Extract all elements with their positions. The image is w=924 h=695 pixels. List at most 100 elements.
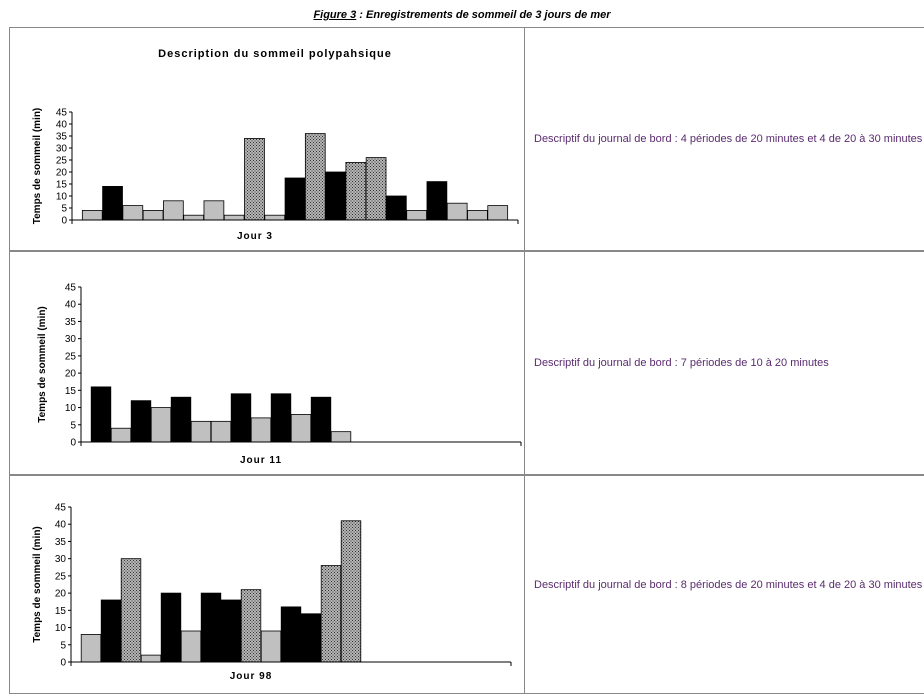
y-tick-label: 20 [55, 589, 67, 600]
description-jour-3: Descriptif du journal de bord : 4 périod… [534, 133, 923, 145]
chart-cell-jour-98: Temps de sommeil (min) 0 5 10 15 20 25 30 35 40 45… [9, 475, 525, 694]
y-tick-label: 0 [60, 658, 66, 669]
bar-14 [345, 161, 367, 221]
y-tick-label: 10 [65, 403, 77, 414]
bar-3 [120, 558, 142, 663]
y-tick-label: 25 [56, 156, 68, 167]
y-tick-label: 10 [56, 192, 68, 203]
bar-6 [190, 420, 212, 443]
y-axis-label: Temps de sommeil (min) [37, 306, 48, 423]
bar-2 [100, 599, 122, 663]
y-tick-label: 15 [56, 180, 68, 191]
y-tick-label: 5 [60, 640, 66, 651]
bar-11 [280, 606, 302, 663]
bar-13 [320, 565, 342, 663]
chart-jour-11: Temps de sommeil (min) 0 5 10 15 20 25 30 35 40 45… [37, 283, 522, 466]
bar-5 [170, 396, 192, 443]
chart-cell-jour-3: Description du sommeil polypahsique Temps… [9, 27, 525, 251]
y-tick-label: 40 [65, 300, 77, 311]
bar-12 [310, 396, 332, 443]
y-tick-label: 35 [56, 132, 68, 143]
bar-13 [330, 431, 352, 443]
y-tick-label: 10 [55, 623, 67, 634]
bar-16 [386, 195, 407, 221]
bar-7 [200, 592, 222, 663]
bar-5 [163, 200, 184, 221]
y-tick-label: 5 [70, 420, 76, 431]
bar-12 [300, 613, 322, 663]
chart-title: Description du sommeil polypahsique [158, 48, 392, 60]
x-axis-label: Jour 3 [237, 231, 273, 242]
description-cell-jour-11: Descriptif du journal de bord : 7 périod… [525, 251, 924, 475]
x-axis-label: Jour 98 [230, 671, 273, 682]
y-tick-label: 25 [65, 351, 77, 362]
bar-13 [325, 171, 346, 221]
bar-1 [90, 386, 112, 443]
bar-9 [244, 138, 265, 221]
bar-21 [487, 205, 509, 221]
y-tick-label: 45 [56, 108, 68, 119]
bar-9 [250, 417, 272, 443]
y-tick-label: 5 [61, 204, 67, 215]
y-tick-label: 20 [56, 168, 68, 179]
bar-11 [284, 177, 306, 221]
y-tick-label: 40 [55, 520, 67, 531]
bar-1 [80, 634, 102, 663]
bar-14 [340, 520, 362, 663]
bar-11 [290, 414, 312, 443]
figure-number: Figure 3 [313, 9, 357, 21]
x-axis-label: Jour 11 [240, 455, 282, 466]
description-jour-98: Descriptif du journal de bord : 8 périod… [534, 578, 923, 591]
bar-7 [203, 200, 225, 221]
bar-7 [210, 420, 232, 443]
bar-15 [365, 157, 387, 221]
bar-5 [160, 592, 182, 663]
y-tick-label: 30 [56, 144, 68, 155]
y-tick-label: 30 [65, 334, 77, 345]
bar-4 [142, 209, 164, 221]
bar-8 [230, 393, 252, 443]
y-tick-label: 35 [55, 537, 67, 548]
bar-1 [81, 209, 103, 221]
bar-10 [260, 630, 282, 663]
bar-6 [183, 214, 204, 221]
y-tick-label: 20 [65, 369, 77, 380]
bar-8 [220, 599, 242, 663]
y-axis-label: Temps de sommeil (min) [32, 526, 43, 643]
description-cell-jour-98: Descriptif du journal de bord : 8 périod… [525, 475, 924, 694]
description-jour-11: Descriptif du journal de bord : 7 périod… [534, 357, 829, 369]
bar-2 [102, 185, 123, 221]
y-tick-label: 15 [65, 386, 77, 397]
bar-9 [240, 589, 262, 663]
y-tick-label: 40 [56, 120, 68, 131]
y-tick-label: 35 [65, 317, 77, 328]
figure-caption: Figure 3 : Enregistrements de sommeil de… [0, 9, 924, 21]
bar-3 [130, 400, 152, 443]
y-axis-label: Temps de sommeil (min) [32, 108, 43, 225]
bar-6 [180, 630, 202, 663]
panel-row-jour-98: Temps de sommeil (min) 0 5 10 15 20 25 30 35 40 45… [9, 475, 924, 694]
bar-3 [122, 205, 144, 221]
chart-cell-jour-11: Temps de sommeil (min) 0 5 10 15 20 25 30 35 40 45… [9, 251, 525, 475]
y-tick-label: 25 [55, 571, 67, 582]
bar-20 [467, 209, 488, 221]
bar-2 [110, 427, 132, 443]
panel-row-jour-3: Description du sommeil polypahsique Temps… [9, 27, 924, 251]
panel-row-jour-11: Temps de sommeil (min) 0 5 10 15 20 25 30 35 40 45… [9, 251, 924, 475]
bar-10 [264, 214, 286, 221]
figure-caption-text: : Enregistrements de sommeil de 3 jours … [356, 9, 611, 21]
bar-18 [426, 181, 448, 221]
bar-17 [406, 209, 427, 221]
bar-4 [150, 407, 172, 443]
y-tick-label: 45 [55, 503, 67, 514]
bar-8 [223, 214, 245, 221]
y-tick-label: 0 [70, 438, 76, 449]
chart-jour-98: Temps de sommeil (min) 0 5 10 15 20 25 30 35 40 45… [32, 503, 512, 682]
y-tick-label: 0 [61, 216, 67, 227]
bar-10 [270, 393, 292, 443]
bar-4 [140, 654, 162, 663]
y-tick-label: 45 [65, 283, 77, 294]
y-tick-label: 30 [55, 554, 67, 565]
bar-12 [304, 133, 326, 221]
bar-19 [446, 202, 468, 221]
